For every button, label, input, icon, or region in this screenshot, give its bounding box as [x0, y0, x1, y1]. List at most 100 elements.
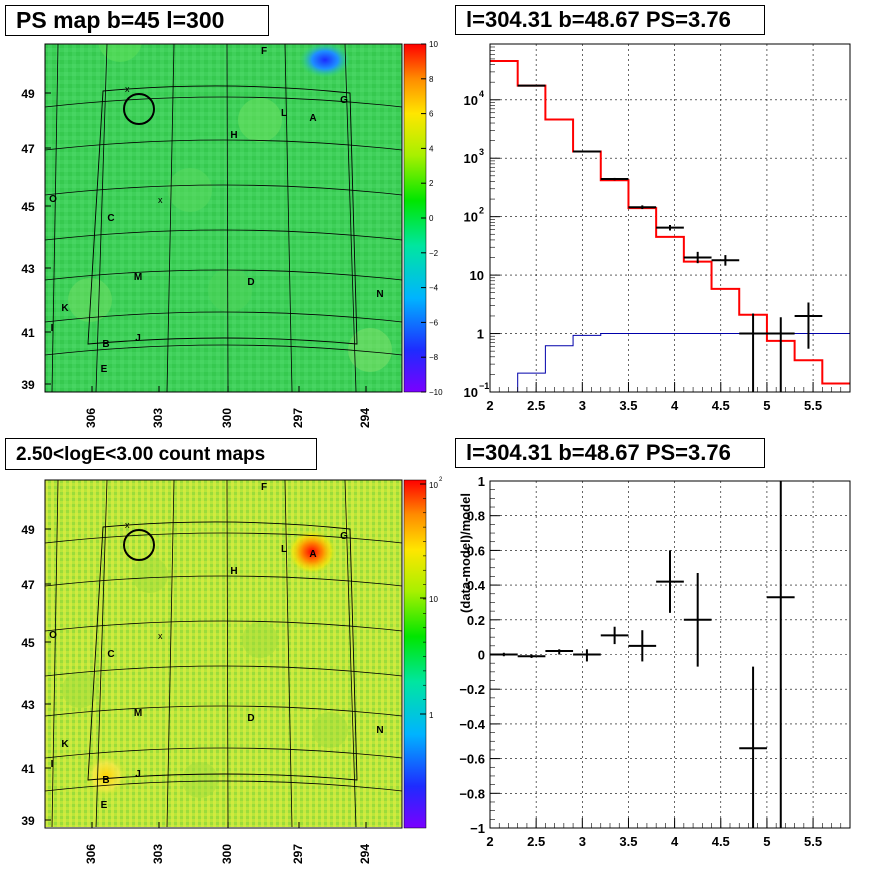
colorbar-tick-label: −6 [429, 318, 439, 327]
map-cross-marker: x [158, 195, 163, 205]
x-tick-label: 2.5 [527, 834, 545, 849]
colorbar-tick-label: 4 [429, 144, 434, 153]
map-lat-tick-label: 39 [21, 378, 35, 392]
source-label-k: K [61, 303, 69, 314]
x-tick-label: 2 [486, 398, 493, 413]
y-tick-label: 1 [478, 474, 485, 489]
colorbar-tick-label: −8 [429, 353, 439, 362]
x-tick-label: 5.5 [804, 834, 822, 849]
y-tick-label: −0.2 [459, 682, 485, 697]
count-secondary-blob [84, 754, 128, 798]
source-label-m: M [134, 708, 142, 719]
source-label-l: L [281, 108, 287, 119]
x-tick-label: 5 [763, 834, 770, 849]
source-label-d: D [247, 277, 254, 288]
map-lon-gridline [51, 480, 59, 827]
map-texture-patch [312, 712, 348, 748]
map-texture-patch [132, 557, 168, 593]
map-lon-tick-label: 297 [291, 408, 305, 428]
x-tick-label: 4 [671, 834, 679, 849]
map-lat-tick-label: 47 [21, 578, 35, 592]
map-region-outline [87, 85, 358, 345]
source-label-c: C [107, 213, 114, 224]
source-label-a: A [309, 549, 316, 560]
map-texture-patch [168, 168, 212, 212]
source-label-o: O [49, 630, 57, 641]
map-lat-tick-label: 41 [21, 762, 35, 776]
map-texture-patch [98, 44, 142, 62]
map-lon-gridline [226, 480, 229, 827]
map-lat-tick-label: 45 [21, 636, 35, 650]
source-label-f: F [261, 46, 267, 57]
x-tick-label: 5.5 [804, 398, 822, 413]
source-label-e: E [101, 800, 108, 811]
map-lon-tick-label: 300 [220, 408, 234, 428]
map-lon-gridline [95, 480, 108, 827]
map-area: xx [45, 480, 402, 827]
map-lon-tick-label: 306 [84, 844, 98, 864]
map-lat-gridline [45, 229, 402, 241]
map-region-outline [87, 521, 358, 781]
colorbar-tick-label: 2 [429, 179, 434, 188]
map-lat-gridline [45, 184, 402, 196]
map-lon-tick-label: 297 [291, 844, 305, 864]
source-label-h: H [230, 566, 237, 577]
x-tick-label: 3.5 [619, 398, 637, 413]
x-tick-label: 3 [579, 834, 586, 849]
map-cross-marker: x [125, 84, 130, 94]
spectrum-title: l=304.31 b=48.67 PS=3.76 [455, 5, 765, 35]
x-tick-label: 4.5 [712, 834, 730, 849]
source-label-d: D [247, 713, 254, 724]
source-label-g: G [340, 531, 348, 542]
source-label-l: L [281, 544, 287, 555]
map-cross-marker: x [158, 631, 163, 641]
map-lat-gridline [45, 620, 402, 632]
colorbar-tick-label: −4 [429, 284, 439, 293]
map-texture-patch [208, 268, 252, 312]
map-lon-tick-label: 300 [220, 844, 234, 864]
y-tick-label: 10 [464, 210, 478, 225]
map-background [45, 44, 402, 392]
map-lat-tick-label: 49 [21, 87, 35, 101]
map-lon-gridline [284, 480, 293, 827]
source-label-b: B [102, 339, 109, 350]
colorbar-tick-label: −10 [429, 388, 443, 397]
source-label-o: O [49, 194, 57, 205]
source-label-m: M [134, 272, 142, 283]
map-lon-gridline [344, 480, 357, 827]
source-label-j: J [135, 333, 141, 344]
map-lat-gridline [45, 96, 402, 108]
x-tick-label: 2 [486, 834, 493, 849]
y-tick-label: 10 [464, 385, 478, 400]
y-tick-exponent: 2 [479, 206, 484, 216]
y-tick-label: 1 [477, 327, 484, 342]
residual-ylabel: (data-model)/model [458, 493, 473, 613]
source-label-i: I [51, 759, 54, 770]
x-tick-label: 3 [579, 398, 586, 413]
map-lat-tick-label: 41 [21, 326, 35, 340]
map-texture-patch [238, 98, 282, 142]
residual-title: l=304.31 b=48.67 PS=3.76 [455, 438, 765, 468]
colorbar-tick-label: 10 [429, 40, 438, 49]
map-cross-marker: x [125, 520, 130, 530]
map-lon-tick-label: 303 [151, 844, 165, 864]
map-lon-gridline [166, 480, 175, 827]
x-tick-label: 2.5 [527, 398, 545, 413]
map-lon-tick-label: 294 [358, 408, 372, 428]
colorbar-tick-label: 10 [429, 595, 438, 604]
map-lon-gridline [166, 44, 175, 392]
map-lon-gridline [95, 44, 108, 392]
target-circle [123, 529, 155, 561]
map-texture-patch [68, 278, 112, 322]
y-tick-label: 10 [464, 151, 478, 166]
source-label-k: K [61, 739, 69, 750]
colorbar-tick-label: 1 [429, 711, 434, 720]
count-bright-source-blob [288, 530, 336, 574]
colorbar-tick-label: 10 [429, 481, 438, 490]
source-label-c: C [107, 649, 114, 660]
map-texture-patch [348, 328, 392, 372]
map-lat-tick-label: 49 [21, 523, 35, 537]
